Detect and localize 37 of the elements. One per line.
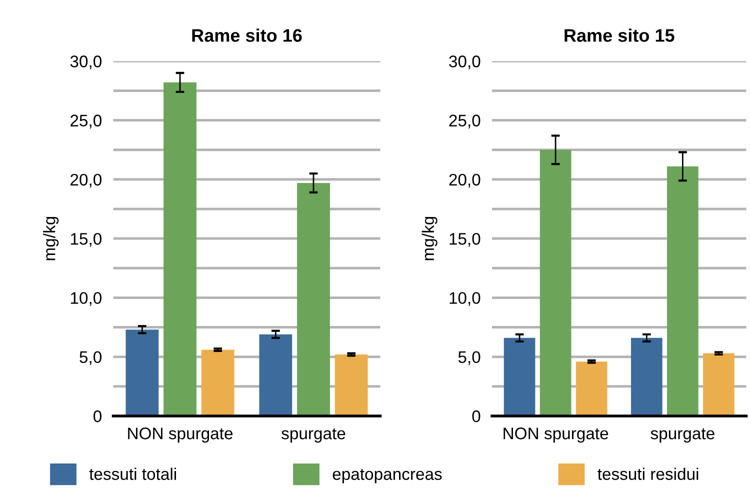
y-axis-title: mg/kg <box>43 216 59 260</box>
chart-title: Rame sito 15 <box>564 28 674 42</box>
legend-label: tessuti totali <box>89 468 176 480</box>
bar <box>631 338 662 416</box>
x-tick-label: NON spurgate <box>504 428 608 443</box>
bar <box>576 362 608 416</box>
bar <box>667 166 698 416</box>
y-tick-label: 5,0 <box>80 351 102 366</box>
y-tick-label: 20,0 <box>449 174 480 188</box>
x-tick-label: spurgate <box>650 428 714 443</box>
y-tick-label: 30,0 <box>449 56 480 70</box>
y-tick-label: 30,0 <box>70 56 102 70</box>
bar <box>703 353 734 416</box>
bar <box>504 338 536 416</box>
y-tick-label: 25,0 <box>449 114 480 128</box>
bar <box>164 82 196 416</box>
y-tick-label: 20,0 <box>70 174 102 188</box>
bar <box>259 334 292 416</box>
bar <box>540 150 572 416</box>
bar <box>201 350 234 416</box>
y-tick-label: 10,0 <box>70 292 102 306</box>
legend-label: epatopancreas <box>332 469 442 484</box>
y-tick-label: 15,0 <box>70 232 102 247</box>
bar <box>334 354 368 416</box>
chart-title: Rame sito 16 <box>192 28 302 42</box>
y-tick-label: 10,0 <box>450 292 480 306</box>
y-tick-label: 15,0 <box>450 232 480 247</box>
x-tick-label: NON spurgate <box>128 428 233 443</box>
y-tick-label: 0 <box>94 410 102 422</box>
legend-label: tessuti residui <box>598 468 698 480</box>
y-tick-label: 5,0 <box>458 351 480 366</box>
bar <box>297 182 330 416</box>
bar <box>126 330 159 416</box>
y-axis-title: mg/kg <box>422 216 438 260</box>
y-tick-label: 0 <box>472 410 480 422</box>
y-tick-label: 25,0 <box>70 114 102 128</box>
x-tick-label: spurgate <box>282 428 346 443</box>
